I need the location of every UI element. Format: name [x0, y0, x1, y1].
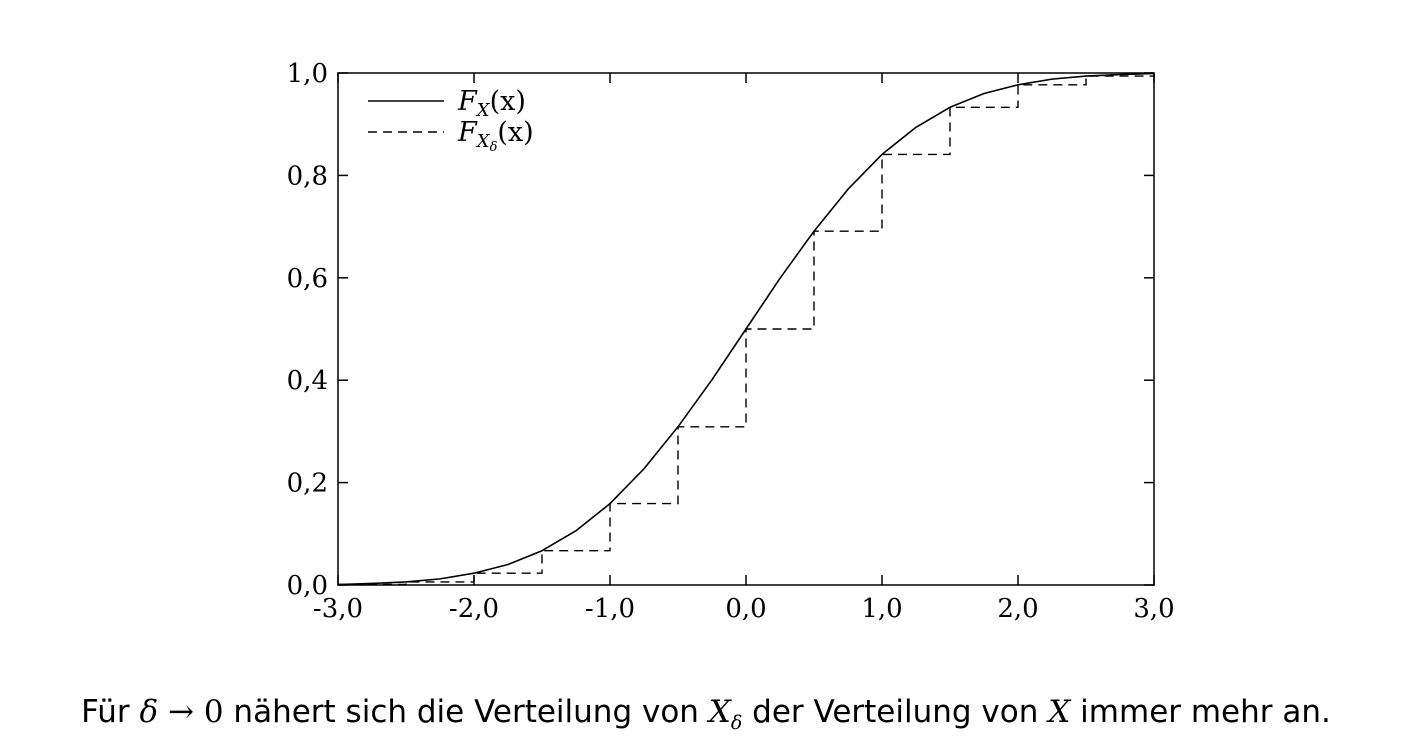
legend-label-solid: FX(x): [457, 86, 526, 121]
caption-part-1: Für: [81, 694, 140, 730]
figure-caption: Für δ → 0 nähert sich die Verteilung von…: [0, 694, 1412, 734]
x-tick-label: 2,0: [997, 594, 1038, 624]
x-tick-label: 0,0: [725, 594, 766, 624]
y-tick-label: 0,0: [287, 571, 328, 601]
x-tick-label: 3,0: [1133, 594, 1174, 624]
y-tick-label: 0,8: [287, 161, 328, 191]
x-tick-label: -2,0: [449, 594, 499, 624]
caption-part-3: der Verteilung von: [742, 694, 1049, 730]
x-tick-label: -1,0: [585, 594, 635, 624]
y-tick-label: 0,4: [287, 366, 328, 396]
x-tick-label: 1,0: [861, 594, 902, 624]
legend: FX(x) FXδ(x): [368, 86, 534, 155]
series-step-fxdelta: [338, 73, 1155, 586]
cdf-chart: -3,0 -2,0 -1,0 0,0 1,0 2,0 3,0 0,0 0,2 0,4 0,6 0,8 1…: [287, 59, 1175, 624]
caption-x-sub: δ: [730, 712, 743, 735]
caption-part-4: immer mehr an.: [1070, 694, 1331, 730]
y-tick-label: 0,6: [287, 264, 328, 294]
axis-tick-labels: -3,0 -2,0 -1,0 0,0 1,0 2,0 3,0 0,0 0,2 0,4 0,6 0,8 1…: [287, 59, 1175, 624]
series-layer: [337, 72, 1155, 586]
y-tick-label: 1,0: [287, 59, 328, 89]
x-tick-label: -3,0: [313, 594, 363, 624]
legend-label-dashed: FXδ(x): [457, 117, 534, 155]
caption-x-var: X: [708, 694, 731, 730]
caption-delta: δ: [139, 694, 159, 730]
y-tick-label: 0,2: [287, 469, 328, 499]
caption-arrow: → 0: [158, 694, 224, 730]
caption-x-var-2: X: [1048, 694, 1071, 730]
caption-part-2: nähert sich die Verteilung von: [223, 694, 709, 730]
axis-ticks: [337, 72, 1155, 586]
